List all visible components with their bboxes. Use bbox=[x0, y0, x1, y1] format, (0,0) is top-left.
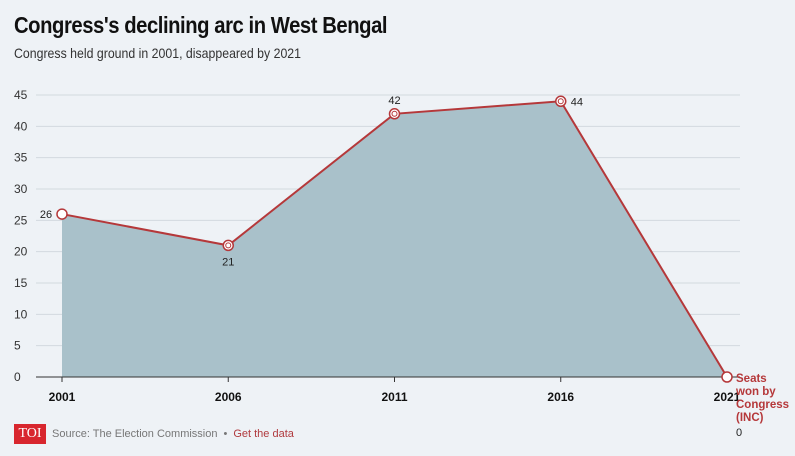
x-tick-label: 2021 bbox=[714, 390, 741, 404]
data-point bbox=[721, 371, 733, 383]
series-label: won by bbox=[735, 386, 776, 398]
x-tick-label: 2006 bbox=[215, 390, 242, 404]
x-tick-label: 2001 bbox=[49, 390, 76, 404]
data-point bbox=[388, 108, 401, 120]
data-label: 44 bbox=[571, 96, 583, 108]
series-label: Seats bbox=[736, 373, 767, 385]
y-tick-label: 0 bbox=[14, 370, 21, 384]
data-label: 42 bbox=[388, 95, 400, 107]
source-text: Source: The Election Commission bbox=[52, 428, 218, 440]
data-point-inner bbox=[225, 242, 232, 249]
data-point-inner bbox=[557, 98, 564, 105]
data-point bbox=[555, 95, 567, 108]
y-tick-label: 40 bbox=[14, 119, 28, 133]
data-label: 21 bbox=[222, 256, 234, 268]
y-tick-label: 15 bbox=[14, 276, 28, 290]
data-point-inner bbox=[391, 110, 398, 117]
chart-subtitle: Congress held ground in 2001, disappeare… bbox=[14, 45, 302, 61]
y-tick-label: 5 bbox=[14, 339, 21, 353]
y-tick-label: 20 bbox=[14, 245, 28, 259]
x-tick-label: 2016 bbox=[547, 390, 574, 404]
y-tick-label: 35 bbox=[14, 151, 28, 165]
data-point bbox=[56, 208, 68, 220]
chart-title: Congress's declining arc in West Bengal bbox=[14, 12, 388, 38]
y-tick-label: 25 bbox=[14, 213, 28, 227]
separator: • bbox=[223, 428, 228, 440]
data-label: 0 bbox=[736, 427, 742, 439]
y-tick-label: 45 bbox=[14, 88, 28, 102]
x-tick-label: 2011 bbox=[381, 390, 407, 404]
data-label: 26 bbox=[40, 209, 52, 221]
get-data-link[interactable]: Get the data bbox=[233, 428, 294, 440]
y-tick-label: 30 bbox=[14, 182, 28, 196]
data-point bbox=[222, 239, 234, 252]
area-fill bbox=[62, 101, 727, 378]
y-tick-label: 10 bbox=[14, 307, 28, 321]
series-label: (INC) bbox=[736, 412, 764, 424]
toi-logo: TOI bbox=[14, 424, 46, 444]
series-label: Congress bbox=[736, 399, 789, 411]
footer: TOI Source: The Election Commission • Ge… bbox=[14, 424, 294, 444]
